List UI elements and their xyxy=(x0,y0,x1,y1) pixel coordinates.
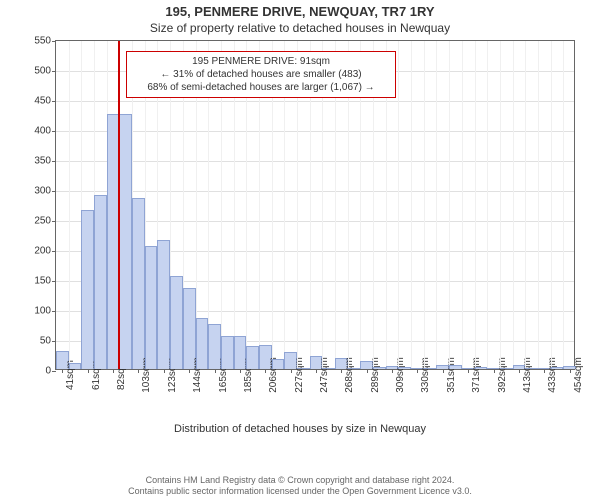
y-tick-label: 550 xyxy=(34,36,51,47)
histogram-bar xyxy=(272,359,285,369)
y-tick-label: 400 xyxy=(34,126,51,137)
y-tick-label: 150 xyxy=(34,276,51,287)
x-axis-label: Distribution of detached houses by size … xyxy=(0,423,600,435)
histogram-bar xyxy=(170,276,183,369)
y-tick-label: 200 xyxy=(34,246,51,257)
x-tick-label: 351sqm xyxy=(446,357,457,393)
histogram-bar xyxy=(500,368,513,369)
y-tick-label: 500 xyxy=(34,66,51,77)
y-tick-label: 450 xyxy=(34,96,51,107)
histogram-bar xyxy=(69,363,82,369)
reference-line xyxy=(118,41,120,369)
copyright-line-2: Contains public sector information licen… xyxy=(0,486,600,498)
x-tick-label: 289sqm xyxy=(370,357,381,393)
y-tick-label: 50 xyxy=(40,336,51,347)
x-tick-label: 454sqm xyxy=(573,357,584,393)
histogram-bar xyxy=(132,198,145,369)
annotation-line: ← 31% of detached houses are smaller (48… xyxy=(133,68,389,81)
y-tick-label: 350 xyxy=(34,156,51,167)
x-tick-label: 309sqm xyxy=(395,357,406,393)
histogram-bar xyxy=(81,210,94,369)
y-tick-label: 0 xyxy=(45,366,51,377)
x-tick-label: 330sqm xyxy=(420,357,431,393)
y-tick-label: 300 xyxy=(34,186,51,197)
x-tick-label: 392sqm xyxy=(497,357,508,393)
x-tick-label: 247sqm xyxy=(319,357,330,393)
histogram-bar xyxy=(424,368,437,369)
histogram-bar xyxy=(119,114,132,369)
chart-container: Number of detached properties 0501001502… xyxy=(0,40,600,460)
histogram-bar xyxy=(221,336,234,369)
histogram-bar xyxy=(145,246,158,369)
histogram-bar xyxy=(322,368,335,369)
plot-area: 05010015020025030035040045050055041sqm61… xyxy=(55,40,575,370)
histogram-bar xyxy=(449,365,462,369)
histogram-bar xyxy=(157,240,170,369)
histogram-bar xyxy=(348,368,361,369)
copyright-footer: Contains HM Land Registry data © Crown c… xyxy=(0,475,600,498)
histogram-bar xyxy=(475,367,488,369)
histogram-bar xyxy=(246,346,259,369)
annotation-line: 195 PENMERE DRIVE: 91sqm xyxy=(133,55,389,68)
histogram-bar xyxy=(297,368,310,369)
annotation-line: 68% of semi-detached houses are larger (… xyxy=(133,81,389,94)
address-title: 195, PENMERE DRIVE, NEWQUAY, TR7 1RY xyxy=(0,0,600,19)
histogram-bar xyxy=(196,318,209,369)
histogram-bar xyxy=(398,367,411,369)
x-tick-label: 268sqm xyxy=(344,357,355,393)
annotation-box: 195 PENMERE DRIVE: 91sqm← 31% of detache… xyxy=(126,51,396,98)
y-tick-label: 100 xyxy=(34,306,51,317)
x-tick-label: 371sqm xyxy=(471,357,482,393)
x-tick-label: 433sqm xyxy=(547,357,558,393)
chart-subtitle: Size of property relative to detached ho… xyxy=(0,19,600,39)
histogram-bar xyxy=(373,367,386,369)
histogram-bar xyxy=(94,195,107,369)
copyright-line-1: Contains HM Land Registry data © Crown c… xyxy=(0,475,600,487)
x-tick-label: 227sqm xyxy=(294,357,305,393)
x-tick-label: 413sqm xyxy=(522,357,533,393)
histogram-bar xyxy=(525,368,538,369)
histogram-bar xyxy=(551,367,564,369)
y-tick-label: 250 xyxy=(34,216,51,227)
